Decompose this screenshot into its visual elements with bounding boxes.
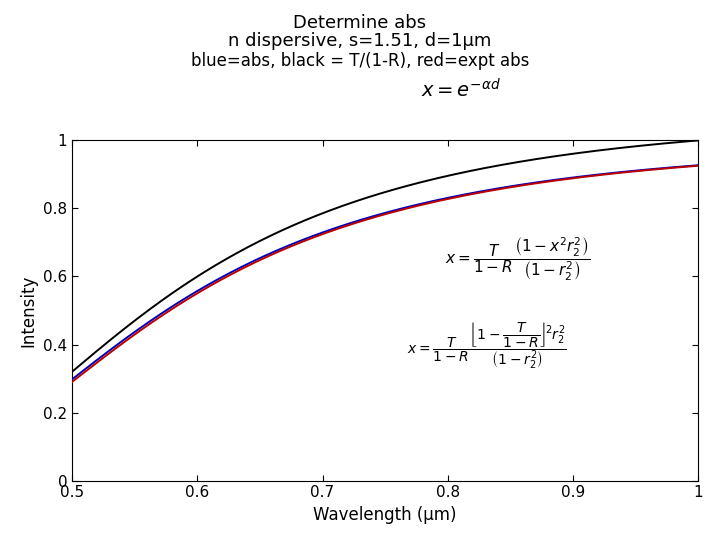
Text: $x=e^{-\alpha d}$: $x=e^{-\alpha d}$ [420, 78, 501, 102]
Text: $x=\dfrac{T}{1-R}\dfrac{\left(1-x^2r_2^2\right)}{\left(1-r_2^2\right)}$: $x=\dfrac{T}{1-R}\dfrac{\left(1-x^2r_2^2… [445, 235, 590, 283]
Text: n dispersive, s=1.51, d=1μm: n dispersive, s=1.51, d=1μm [228, 32, 492, 50]
Y-axis label: Intensity: Intensity [19, 274, 37, 347]
X-axis label: Wavelength (μm): Wavelength (μm) [313, 506, 457, 524]
Text: $x=\dfrac{T}{1-R}\dfrac{\left\lfloor 1-\dfrac{T}{1-R}\right\rfloor^{\!2}r_2^2}{\: $x=\dfrac{T}{1-R}\dfrac{\left\lfloor 1-\… [407, 321, 567, 371]
Text: Determine abs: Determine abs [294, 14, 426, 31]
Text: blue=abs, black = T/(1-R), red=expt abs: blue=abs, black = T/(1-R), red=expt abs [191, 52, 529, 70]
